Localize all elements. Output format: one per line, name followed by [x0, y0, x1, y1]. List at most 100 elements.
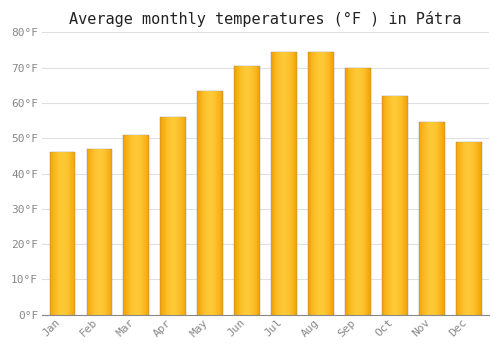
Bar — [258, 66, 259, 315]
Bar — [50, 152, 51, 315]
Bar — [219, 91, 220, 315]
Bar — [142, 135, 144, 315]
Bar — [435, 122, 436, 315]
Bar — [242, 66, 243, 315]
Bar — [356, 68, 357, 315]
Bar — [89, 149, 90, 315]
Bar — [459, 142, 460, 315]
Bar — [184, 117, 186, 315]
Bar — [477, 142, 478, 315]
Bar — [426, 122, 428, 315]
Bar — [56, 152, 58, 315]
Bar — [271, 52, 272, 315]
Bar — [308, 52, 309, 315]
Bar — [180, 117, 181, 315]
Bar — [181, 117, 182, 315]
Bar — [291, 52, 292, 315]
Bar — [212, 91, 213, 315]
Bar — [217, 91, 218, 315]
Bar — [458, 142, 459, 315]
Bar — [71, 152, 72, 315]
Bar — [345, 68, 346, 315]
Bar — [473, 142, 474, 315]
Bar — [322, 52, 324, 315]
Bar — [102, 149, 103, 315]
Bar — [382, 96, 384, 315]
Bar — [107, 149, 108, 315]
Bar — [50, 152, 76, 315]
Bar — [324, 52, 326, 315]
Bar — [92, 149, 94, 315]
Bar — [294, 52, 295, 315]
Bar — [259, 66, 260, 315]
Bar — [465, 142, 466, 315]
Bar — [243, 66, 244, 315]
Bar — [277, 52, 278, 315]
Bar — [470, 142, 471, 315]
Bar — [131, 135, 132, 315]
Bar — [62, 152, 64, 315]
Bar — [390, 96, 392, 315]
Bar — [316, 52, 318, 315]
Bar — [407, 96, 408, 315]
Bar — [442, 122, 443, 315]
Bar — [290, 52, 291, 315]
Bar — [244, 66, 246, 315]
Bar — [422, 122, 423, 315]
Bar — [145, 135, 146, 315]
Bar — [256, 66, 258, 315]
Bar — [395, 96, 396, 315]
Bar — [249, 66, 250, 315]
Bar — [348, 68, 349, 315]
Bar — [289, 52, 290, 315]
Bar — [91, 149, 92, 315]
Bar — [94, 149, 95, 315]
Bar — [366, 68, 368, 315]
Bar — [138, 135, 139, 315]
Bar — [208, 91, 210, 315]
Bar — [100, 149, 101, 315]
Bar — [163, 117, 164, 315]
Bar — [319, 52, 320, 315]
Bar — [174, 117, 175, 315]
Bar — [480, 142, 482, 315]
Bar — [282, 52, 283, 315]
Bar — [271, 52, 297, 315]
Bar — [479, 142, 480, 315]
Bar — [333, 52, 334, 315]
Bar — [101, 149, 102, 315]
Bar — [88, 149, 89, 315]
Bar — [220, 91, 222, 315]
Bar — [384, 96, 386, 315]
Bar — [364, 68, 366, 315]
Bar — [59, 152, 60, 315]
Bar — [170, 117, 172, 315]
Bar — [110, 149, 112, 315]
Bar — [70, 152, 71, 315]
Bar — [104, 149, 106, 315]
Bar — [234, 66, 260, 315]
Bar — [396, 96, 398, 315]
Bar — [64, 152, 65, 315]
Bar — [369, 68, 370, 315]
Bar — [109, 149, 110, 315]
Bar — [318, 52, 319, 315]
Bar — [278, 52, 279, 315]
Bar — [130, 135, 131, 315]
Bar — [218, 91, 219, 315]
Bar — [327, 52, 328, 315]
Bar — [419, 122, 420, 315]
Bar — [162, 117, 163, 315]
Bar — [423, 122, 424, 315]
Bar — [65, 152, 66, 315]
Bar — [90, 149, 91, 315]
Bar — [424, 122, 425, 315]
Bar — [402, 96, 404, 315]
Bar — [328, 52, 330, 315]
Bar — [176, 117, 177, 315]
Bar — [274, 52, 276, 315]
Bar — [124, 135, 150, 315]
Bar — [404, 96, 405, 315]
Bar — [321, 52, 322, 315]
Bar — [238, 66, 240, 315]
